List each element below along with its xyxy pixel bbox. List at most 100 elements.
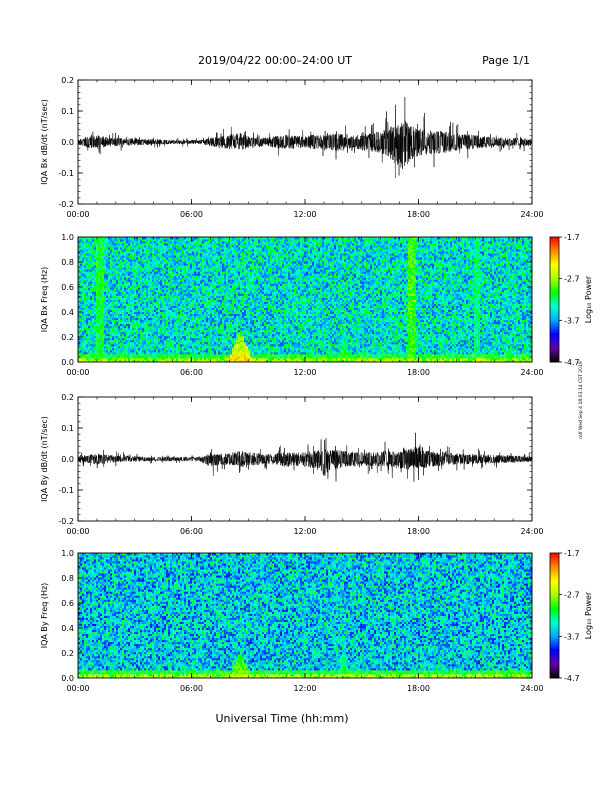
colorbar-swatch	[550, 592, 559, 596]
colorbar-swatch	[550, 571, 559, 575]
colorbar-swatch	[550, 278, 559, 282]
colorbar-swatch	[550, 584, 559, 587]
colorbar-swatch	[550, 257, 559, 261]
x-tick-label: 24:00	[520, 684, 543, 693]
colorbar-swatch	[550, 239, 559, 242]
colorbar-swatch	[550, 264, 559, 267]
x-tick-label: 12:00	[293, 527, 316, 536]
page-number: Page 1/1	[482, 54, 530, 67]
colorbar-swatch	[550, 640, 559, 643]
colorbar-swatch	[550, 301, 559, 305]
colorbar-swatch	[550, 297, 559, 300]
colorbar-swatch	[550, 332, 559, 336]
y-tick-label: 0.1	[61, 424, 74, 433]
x-tick-label: 18:00	[407, 684, 430, 693]
colorbar-swatch	[550, 284, 559, 288]
y-axis-label: IQA By Freq (Hz)	[40, 583, 49, 649]
colorbar-swatch	[550, 293, 559, 296]
colorbar-swatch	[550, 650, 559, 654]
colorbar-swatch	[550, 328, 559, 332]
colorbar-swatch	[550, 628, 559, 631]
y-tick-label: -0.1	[58, 169, 74, 178]
colorbar-swatch	[550, 337, 559, 340]
colorbar-swatch	[550, 663, 559, 666]
colorbar-swatch	[550, 268, 559, 271]
colorbar-swatch	[550, 553, 559, 556]
y-tick-label: 0.0	[61, 138, 74, 147]
y-tick-label: 0.4	[61, 308, 74, 317]
colorbar-swatch	[550, 349, 559, 352]
colorbar-label: Log₁₀ Power	[584, 275, 593, 323]
colorbar-swatch	[550, 667, 559, 671]
y-tick-label: 0.2	[61, 393, 74, 402]
colorbar-swatch	[550, 266, 559, 269]
colorbar-swatch	[550, 655, 559, 658]
x-tick-label: 00:00	[66, 210, 89, 219]
colorbar-swatch	[550, 598, 559, 602]
colorbar-swatch	[550, 255, 559, 259]
colorbar-swatch	[550, 600, 559, 604]
colorbar-swatch	[550, 309, 559, 313]
colorbar-swatch	[550, 580, 559, 583]
colorbar-swatch	[550, 665, 559, 668]
x-tick-label: 00:00	[66, 368, 89, 377]
side-note: rolf Wed Sep 4 18:03:14 CST 2019	[578, 361, 584, 439]
y-tick-label: 0.0	[61, 455, 74, 464]
colorbar-swatch	[550, 305, 559, 309]
colorbar-swatch	[550, 249, 559, 252]
colorbar-swatch	[550, 567, 559, 571]
x-tick-label: 18:00	[407, 210, 430, 219]
colorbar-swatch	[550, 596, 559, 600]
colorbar-swatch	[550, 289, 559, 292]
colorbar-swatch	[550, 343, 559, 346]
bx-spectrogram-panel: -1.7 -2.7 -3.7 -4.7 Log₁₀ Power 0.0 0.2 0.4 0.6 0…	[40, 233, 593, 377]
colorbar-swatch	[550, 605, 559, 608]
x-tick-label: 06:00	[180, 684, 203, 693]
x-tick-label: 18:00	[407, 368, 430, 377]
spectrogram-cells	[78, 553, 533, 679]
colorbar-swatch	[550, 555, 559, 558]
colorbar-swatch	[550, 324, 559, 327]
colorbar-swatch	[550, 673, 559, 677]
colorbar-tick-label: -3.7	[564, 632, 580, 641]
colorbar-swatch	[550, 565, 559, 568]
x-tick-label: 06:00	[180, 210, 203, 219]
colorbar-swatch	[550, 334, 559, 338]
colorbar-swatch	[550, 613, 559, 616]
colorbar-swatch	[550, 262, 559, 265]
colorbar-swatch	[550, 563, 559, 566]
colorbar-swatch	[550, 611, 559, 614]
colorbar-tick-label: -4.7	[564, 674, 580, 683]
colorbar-swatch	[550, 607, 559, 610]
series-line	[78, 96, 532, 178]
bx-timeseries-panel: -0.2 -0.1 0.0 0.1 0.2 00:00 06:00 12:00 18:00 24:…	[40, 76, 544, 219]
colorbar-swatch	[550, 270, 559, 273]
colorbar-swatch	[550, 623, 559, 627]
colorbar-label: Log₁₀ Power	[584, 591, 593, 639]
y-tick-label: 0.6	[61, 599, 74, 608]
colorbar-swatch	[550, 276, 559, 280]
colorbar-swatch	[550, 274, 559, 277]
by-timeseries-panel: -0.2 -0.1 0.0 0.1 0.2 00:00 06:00 12:00 18:00 24:…	[40, 393, 544, 536]
colorbar: -1.7 -2.7 -3.7 -4.7 Log₁₀ Power	[549, 233, 593, 367]
colorbar-swatch	[550, 339, 559, 342]
colorbar-swatch	[550, 251, 559, 255]
colorbar-swatch	[550, 569, 559, 573]
colorbar-swatch	[550, 636, 559, 639]
colorbar-swatch	[550, 282, 559, 286]
colorbar-tick-label: -2.7	[564, 591, 580, 600]
colorbar-tick-label: -1.7	[564, 233, 580, 242]
colorbar-swatch	[550, 312, 559, 315]
colorbar-swatch	[550, 671, 559, 675]
colorbar-swatch	[550, 355, 559, 359]
colorbar-swatch	[550, 351, 559, 355]
colorbar-swatch	[550, 247, 559, 250]
colorbar-swatch	[550, 617, 559, 621]
colorbar-swatch	[550, 561, 559, 564]
colorbar-swatch	[550, 642, 559, 646]
colorbar-swatch	[550, 347, 559, 350]
spectrogram-cells	[78, 237, 533, 363]
colorbar-swatch	[550, 630, 559, 633]
colorbar-swatch	[550, 287, 559, 290]
